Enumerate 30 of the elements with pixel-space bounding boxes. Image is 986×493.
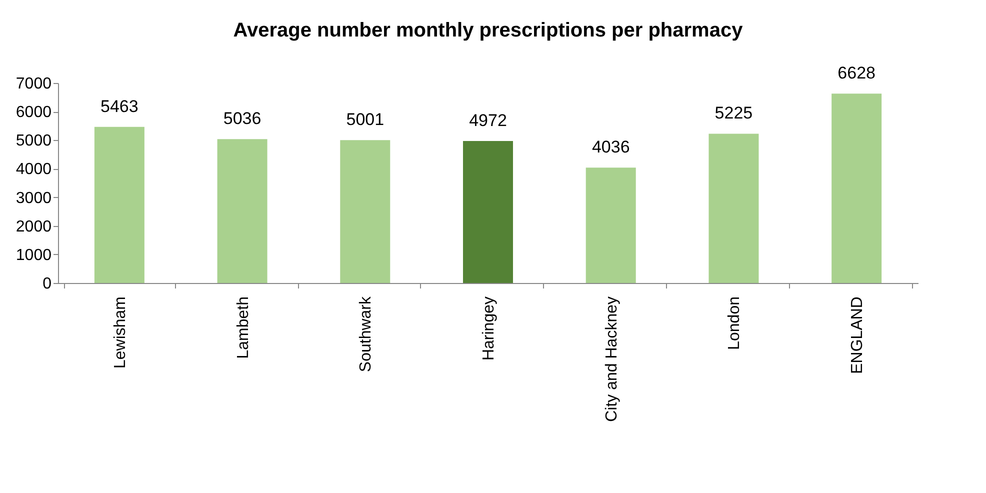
y-tick-label: 1000 xyxy=(16,246,52,264)
x-tick-label: Southwark xyxy=(358,296,375,372)
data-label: 4036 xyxy=(592,138,630,157)
bar xyxy=(463,140,513,283)
data-label: 5001 xyxy=(346,110,384,130)
y-tick-label: 0 xyxy=(42,276,52,292)
bar xyxy=(586,168,636,283)
data-label: 4972 xyxy=(469,110,507,130)
y-tick-label: 3000 xyxy=(16,190,52,207)
bar xyxy=(708,134,759,283)
y-tick-label: 7000 xyxy=(16,76,52,92)
x-tick-label: City and Hackney xyxy=(603,296,620,422)
bar xyxy=(217,139,268,283)
bar xyxy=(832,94,882,283)
x-tick-label: Lewisham xyxy=(112,296,129,369)
x-tick-label: Haringey xyxy=(480,296,498,361)
bar xyxy=(340,140,390,283)
y-tick-label: 5000 xyxy=(16,132,52,150)
chart-title: Average number monthly prescriptions per pharmacy xyxy=(233,20,744,42)
y-tick-label: 4000 xyxy=(16,161,52,178)
y-tick-label: 2000 xyxy=(16,218,52,236)
data-label: 5036 xyxy=(223,109,262,128)
data-label: 5463 xyxy=(100,96,138,116)
x-tick-label: Lambeth xyxy=(234,296,252,359)
x-tick-label: ENGLAND xyxy=(849,296,866,374)
y-tick-label: 6000 xyxy=(16,104,52,122)
x-tick-label: London xyxy=(726,296,744,350)
data-label: 6628 xyxy=(838,64,876,83)
data-label: 5225 xyxy=(714,104,753,123)
bar xyxy=(94,126,144,283)
